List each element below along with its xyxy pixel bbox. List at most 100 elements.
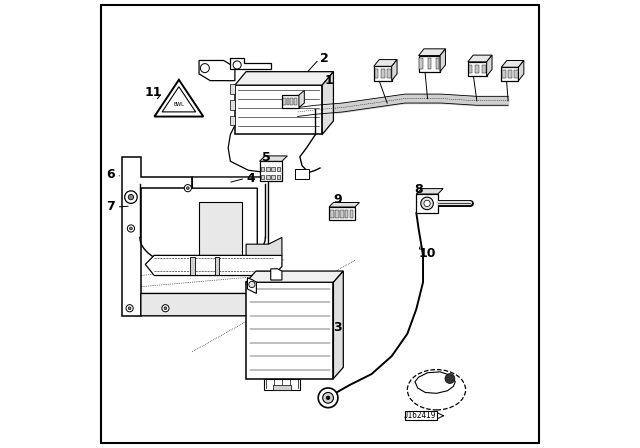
Text: 2: 2: [320, 52, 329, 65]
Bar: [514, 70, 518, 78]
Bar: [508, 70, 512, 78]
Bar: [215, 257, 220, 275]
Polygon shape: [333, 271, 343, 379]
Bar: [287, 98, 289, 105]
Bar: [246, 282, 333, 379]
Polygon shape: [145, 255, 282, 276]
Bar: [405, 411, 437, 420]
Bar: [294, 98, 297, 105]
Bar: [296, 169, 309, 179]
Bar: [260, 161, 282, 181]
Bar: [230, 100, 235, 110]
Circle shape: [164, 307, 167, 310]
Circle shape: [162, 305, 169, 312]
Polygon shape: [246, 237, 282, 255]
Text: 11: 11: [145, 86, 162, 99]
Bar: [273, 385, 291, 390]
Bar: [502, 67, 518, 81]
Text: 7: 7: [106, 200, 115, 214]
Bar: [230, 84, 235, 94]
Bar: [468, 65, 472, 73]
Polygon shape: [419, 49, 445, 56]
Circle shape: [127, 194, 134, 201]
Polygon shape: [392, 60, 397, 81]
Polygon shape: [417, 189, 443, 194]
Bar: [340, 210, 344, 218]
Text: J162419: J162419: [403, 411, 436, 420]
Text: 8: 8: [414, 183, 423, 196]
Circle shape: [128, 194, 134, 200]
Bar: [387, 69, 391, 78]
Polygon shape: [260, 156, 287, 161]
Bar: [271, 175, 275, 179]
Bar: [199, 202, 242, 264]
Bar: [276, 175, 280, 179]
Bar: [345, 210, 348, 218]
Bar: [419, 58, 423, 69]
Bar: [283, 98, 285, 105]
Bar: [266, 175, 269, 179]
Bar: [428, 58, 431, 69]
Bar: [271, 167, 275, 171]
Text: 1: 1: [324, 74, 333, 87]
Polygon shape: [323, 72, 333, 134]
Circle shape: [233, 61, 241, 69]
Bar: [374, 69, 378, 78]
Bar: [282, 95, 299, 108]
Circle shape: [186, 187, 189, 190]
Bar: [476, 65, 479, 73]
Circle shape: [126, 305, 133, 312]
Circle shape: [127, 225, 134, 232]
Bar: [349, 210, 353, 218]
Polygon shape: [468, 55, 492, 62]
Text: 3: 3: [333, 320, 342, 334]
Bar: [261, 167, 264, 171]
Circle shape: [184, 185, 191, 192]
Circle shape: [128, 307, 131, 310]
Bar: [330, 210, 334, 218]
Text: 4: 4: [246, 172, 255, 185]
Polygon shape: [192, 177, 269, 293]
Polygon shape: [141, 293, 280, 316]
Circle shape: [200, 64, 209, 73]
Polygon shape: [122, 157, 192, 316]
Text: BWL: BWL: [173, 102, 184, 107]
Bar: [381, 69, 385, 78]
Bar: [291, 98, 293, 105]
Polygon shape: [440, 49, 445, 72]
Bar: [266, 167, 269, 171]
Circle shape: [249, 281, 255, 288]
Circle shape: [130, 196, 132, 198]
Text: 5: 5: [262, 151, 271, 164]
Text: 10: 10: [419, 246, 436, 260]
Bar: [329, 207, 355, 220]
Circle shape: [130, 227, 132, 230]
Polygon shape: [518, 60, 524, 81]
Bar: [276, 167, 280, 171]
Circle shape: [445, 374, 455, 383]
Bar: [230, 116, 235, 125]
Circle shape: [323, 392, 333, 403]
Polygon shape: [299, 90, 305, 108]
Polygon shape: [271, 269, 282, 280]
Circle shape: [125, 191, 137, 203]
Polygon shape: [235, 72, 333, 85]
Bar: [190, 257, 195, 275]
Polygon shape: [486, 55, 492, 76]
Bar: [335, 210, 339, 218]
Polygon shape: [246, 271, 343, 282]
Polygon shape: [199, 60, 235, 81]
Circle shape: [326, 396, 330, 400]
Text: 9: 9: [333, 193, 342, 206]
Polygon shape: [230, 58, 271, 69]
Bar: [374, 66, 392, 81]
Circle shape: [421, 197, 433, 210]
Polygon shape: [154, 80, 204, 116]
Bar: [502, 70, 506, 78]
Bar: [482, 65, 486, 73]
Bar: [417, 194, 438, 213]
Bar: [235, 85, 323, 134]
Polygon shape: [374, 60, 397, 66]
Circle shape: [318, 388, 338, 408]
Bar: [436, 58, 439, 69]
